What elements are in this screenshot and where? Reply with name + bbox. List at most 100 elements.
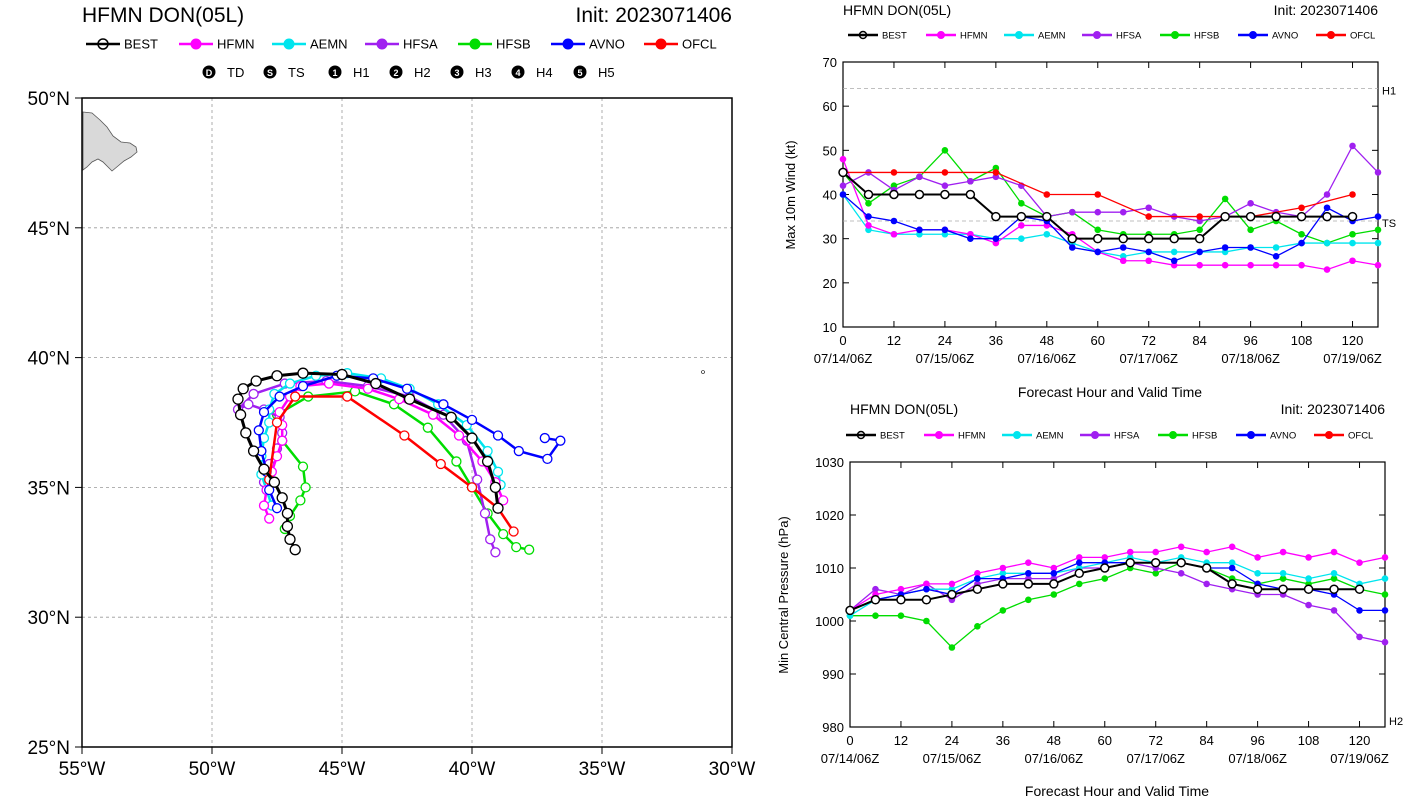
track-point-hfsa	[248, 388, 259, 400]
intensity-symbol-ts	[263, 65, 277, 79]
wind-point-aemn	[1323, 239, 1331, 247]
map-init: Init: 2023071406	[576, 4, 732, 27]
track-point-best	[234, 409, 247, 421]
track-point-best	[336, 368, 348, 381]
pres-point-hfmn	[1152, 548, 1160, 556]
legend-label-best: BEST	[880, 430, 905, 441]
track-point-best	[289, 544, 301, 556]
pres-xtick-label: 120	[1349, 733, 1371, 748]
legend-marker-hfsa	[376, 38, 388, 50]
pres-point-hfsa	[1381, 638, 1389, 646]
pres-point-hfmn	[999, 564, 1007, 572]
wind-point-hfsa	[1094, 208, 1102, 216]
pres-point-hfsb	[1025, 596, 1032, 604]
wind-point-hfsb	[1247, 226, 1254, 234]
wind-point-best	[1296, 211, 1307, 222]
intensity-symbol-h1	[328, 65, 342, 79]
pres-point-hfsb	[1101, 575, 1109, 582]
track-point-hfsa	[472, 474, 483, 485]
wind-point-best	[1245, 211, 1256, 222]
pres-plot-area: 980 990 1000 1010 1020 1030 0 12 24 36 48 60 72 84 96 1…	[815, 455, 1403, 766]
pres-point-hfsb	[1075, 580, 1083, 588]
wind-point-best	[863, 189, 874, 200]
wind-date-label: 07/19/06Z	[1323, 351, 1382, 366]
wind-point-best	[838, 167, 848, 178]
wind-point-hfsb	[1094, 226, 1102, 234]
wind-point-hfsa	[967, 177, 974, 185]
pres-point-avno	[974, 575, 981, 582]
track-point-avno	[258, 406, 270, 418]
legend-marker-avno	[562, 38, 574, 50]
wind-point-avno	[1323, 204, 1331, 212]
track-point-ofcl	[399, 430, 410, 441]
map-lat-label: 40°N	[28, 349, 70, 370]
pres-point-aemn	[1254, 570, 1261, 577]
legend-marker-best	[856, 430, 866, 440]
pres-point-hfmn	[1305, 554, 1312, 561]
intensity-symbol-h3	[450, 65, 464, 79]
map-legend: BEST HFMN AEMN HFSA HFSB AVNO OFCL	[86, 37, 717, 52]
wind-ytick-label: 60	[823, 99, 837, 114]
legend-label-ofcl: OFCL	[1350, 30, 1375, 41]
pres-date-label: 07/16/06Z	[1025, 751, 1084, 766]
wind-init: Init: 2023071406	[1274, 2, 1379, 18]
wind-point-ofcl	[1043, 191, 1051, 198]
wind-point-avno	[1247, 244, 1254, 251]
track-point-best	[492, 502, 504, 514]
track-point-avno	[274, 391, 285, 402]
legend-label-hfsb: HFSB	[496, 37, 531, 52]
pres-point-hfsb	[1279, 575, 1287, 582]
track-map-panel: HFMN DON(05L) Init: 2023071406 BEST HFMN A…	[28, 4, 756, 780]
legend-marker-avno	[1249, 31, 1257, 39]
pres-point-best	[1049, 579, 1059, 589]
wind-point-hfsa	[1068, 208, 1076, 216]
legend-label-hfmn: HFMN	[958, 430, 986, 441]
wind-point-hfsb	[941, 147, 949, 154]
wind-series-line-hfsa	[842, 144, 1379, 222]
wind-point-hfmn	[890, 230, 898, 238]
pres-point-hfmn	[1177, 543, 1185, 551]
intensity-symbol-td	[202, 65, 216, 79]
track-point-best	[403, 393, 416, 405]
wind-date-label: 07/14/06Z	[814, 351, 873, 366]
pressure-chart-panel: HFMN DON(05L) Init: 2023071406 BEST HFMN A…	[776, 401, 1403, 799]
track-point-aemn	[482, 445, 493, 457]
pres-xlabel: Forecast Hour and Valid Time	[1025, 783, 1209, 799]
legend-label-hfsa: HFSA	[1114, 430, 1140, 441]
track-point-hfsb	[451, 456, 462, 467]
pres-point-best	[1252, 584, 1263, 594]
pres-point-best	[1150, 557, 1161, 568]
pres-point-hfsa	[1177, 570, 1185, 577]
pres-point-avno	[1075, 559, 1083, 566]
track-point-avno	[438, 399, 449, 410]
wind-point-avno	[1374, 213, 1382, 220]
wind-point-aemn	[1043, 230, 1051, 238]
legend-label-aemn: AEMN	[1036, 430, 1064, 441]
legend-label-avno: AVNO	[589, 37, 625, 52]
track-point-avno	[271, 503, 283, 514]
pres-point-hfmn	[1330, 548, 1338, 556]
track-point-hfsb	[422, 422, 433, 433]
pres-point-hfsb	[1050, 591, 1058, 598]
legend-label-hfsb: HFSB	[1192, 430, 1217, 441]
track-point-hfmn	[498, 495, 509, 506]
pres-point-hfsa	[1356, 633, 1363, 641]
wind-plot-area: 10 20 30 40 50 60 70 0 12 24 36 48 60 72 84 96 108 120 07/…	[814, 55, 1396, 366]
wind-point-avno	[890, 217, 898, 225]
wind-point-hfsa	[941, 182, 949, 189]
track-point-best	[247, 445, 260, 457]
wind-point-avno	[916, 226, 923, 234]
pres-point-best	[972, 584, 983, 594]
legend-marker-aemn	[1013, 431, 1021, 439]
track-point-ofcl	[290, 391, 301, 402]
pres-xtick-label: 96	[1250, 733, 1264, 748]
pres-point-hfmn	[1228, 543, 1236, 551]
legend-marker-hfsb	[1171, 31, 1179, 39]
wind-date-label: 07/17/06Z	[1119, 351, 1178, 366]
pres-point-avno	[1356, 607, 1363, 614]
intensity-symbol-text-h2: 2	[393, 68, 398, 78]
track-point-hfsb	[297, 461, 309, 472]
track-point-hfmn	[277, 435, 288, 446]
pres-point-hfmn	[1381, 554, 1389, 561]
wind-point-hfsb	[1018, 200, 1025, 207]
